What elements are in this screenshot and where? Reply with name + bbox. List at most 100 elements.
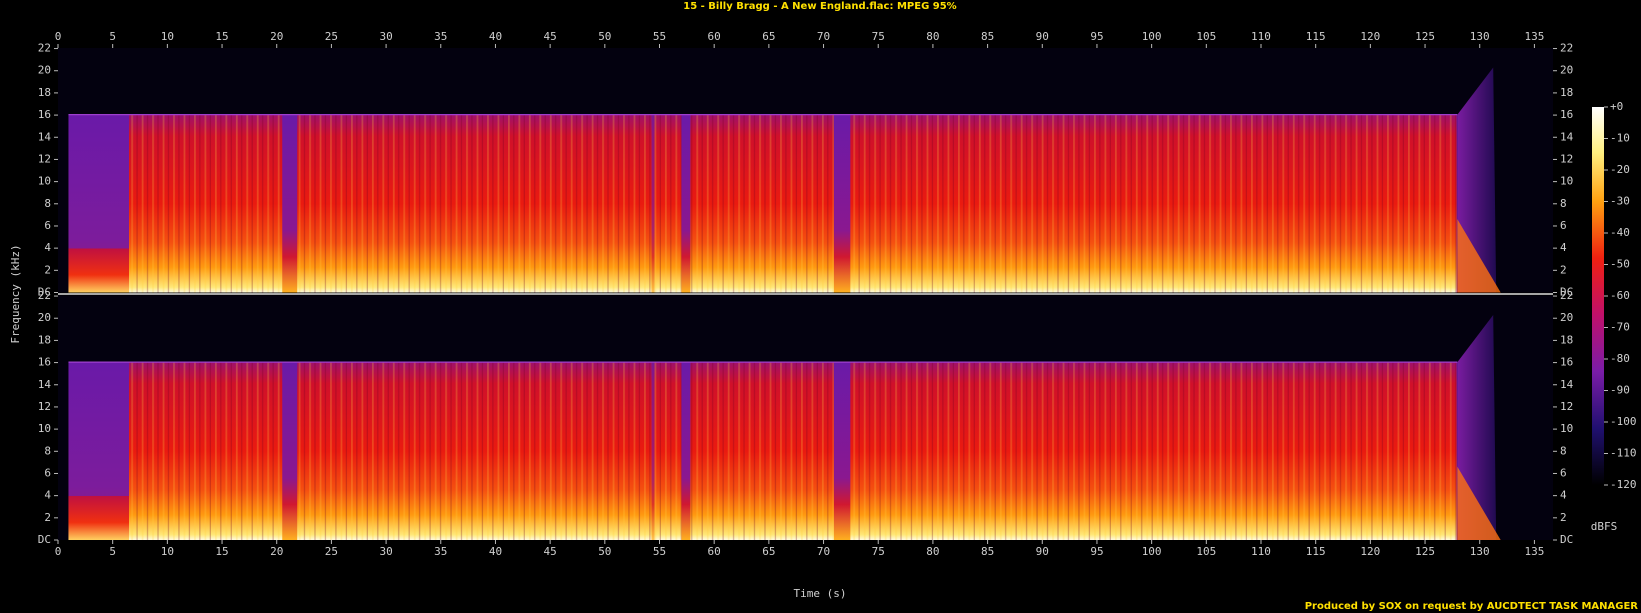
y-tick-label: 16	[38, 108, 51, 121]
y-tick-label: 12	[1560, 152, 1573, 165]
x-tick-label: 5	[109, 30, 116, 43]
x-tick-label: 75	[872, 30, 885, 43]
x-tick-label: 15	[215, 545, 228, 558]
x-tick-label: 0	[55, 30, 62, 43]
y-tick-label: DC	[38, 533, 51, 546]
x-tick-label: 45	[544, 30, 557, 43]
spectrogram-image	[58, 295, 1553, 540]
y-tick-label: 22	[1560, 42, 1573, 55]
x-tick-label: 120	[1360, 545, 1380, 558]
y-tick-label: 12	[38, 400, 51, 413]
x-tick-label: 70	[817, 30, 830, 43]
y-tick-label: 18	[1560, 86, 1573, 99]
y-tick-label: 2	[44, 263, 51, 276]
colorbar-tick-label: -110	[1610, 447, 1637, 460]
y-tick-label: 4	[1560, 489, 1567, 502]
y-tick-label: 2	[1560, 511, 1567, 524]
colorbar-tick-label: -50	[1610, 258, 1630, 271]
y-tick-label: 2	[1560, 263, 1567, 276]
spectrogram-image	[58, 48, 1553, 293]
x-tick-label: 45	[544, 545, 557, 558]
colorbar-tick-label: -40	[1610, 226, 1630, 239]
spectrogram-panel	[58, 48, 1553, 293]
x-tick-label: 65	[762, 545, 775, 558]
y-tick-label: 22	[1560, 289, 1573, 302]
x-tick-label: 130	[1470, 30, 1490, 43]
y-tick-label: 14	[38, 378, 52, 391]
x-tick-label: 30	[379, 30, 392, 43]
y-tick-label: 6	[44, 219, 51, 232]
x-tick-label: 30	[379, 545, 392, 558]
x-tick-label: 55	[653, 545, 666, 558]
y-tick-label: 6	[1560, 466, 1567, 479]
x-tick-label: 15	[215, 30, 228, 43]
colorbar-tick-label: -30	[1610, 195, 1630, 208]
y-tick-label: 2	[44, 511, 51, 524]
x-tick-label: 35	[434, 545, 447, 558]
y-tick-label: 10	[38, 422, 51, 435]
x-tick-label: 25	[325, 545, 338, 558]
y-tick-label: 16	[1560, 356, 1573, 369]
x-tick-label: 125	[1415, 545, 1435, 558]
colorbar-label: dBFS	[1591, 520, 1618, 533]
colorbar-tick-label: -120	[1610, 478, 1637, 491]
x-tick-label: 0	[55, 545, 62, 558]
y-tick-label: 6	[44, 466, 51, 479]
x-tick-label: 70	[817, 545, 830, 558]
x-tick-label: 110	[1251, 30, 1271, 43]
x-tick-label: 130	[1470, 545, 1490, 558]
y-tick-label: 18	[38, 333, 51, 346]
y-tick-label: 22	[38, 289, 51, 302]
colorbar-tick-label: -10	[1610, 132, 1630, 145]
y-tick-label: 10	[1560, 422, 1573, 435]
x-tick-label: 115	[1306, 545, 1326, 558]
x-tick-label: 110	[1251, 545, 1271, 558]
x-tick-label: 50	[598, 30, 611, 43]
y-tick-label: 8	[44, 197, 51, 210]
y-tick-label: 20	[1560, 311, 1573, 324]
x-tick-label: 95	[1090, 30, 1103, 43]
y-tick-label: 16	[38, 356, 51, 369]
x-tick-label: 80	[926, 30, 939, 43]
x-tick-label: 75	[872, 545, 885, 558]
x-tick-label: 25	[325, 30, 338, 43]
x-tick-label: 10	[161, 545, 174, 558]
y-tick-label: 20	[38, 311, 51, 324]
y-tick-label: 10	[1560, 175, 1573, 188]
y-tick-label: 20	[1560, 64, 1573, 77]
x-tick-label: 50	[598, 545, 611, 558]
y-tick-label: 20	[38, 64, 51, 77]
y-tick-label: 12	[38, 152, 51, 165]
colorbar-tick-label: -60	[1610, 289, 1630, 302]
x-tick-label: 115	[1306, 30, 1326, 43]
y-axis-label: Frequency (kHz)	[9, 244, 22, 343]
x-tick-label: 105	[1196, 545, 1216, 558]
x-tick-label: 95	[1090, 545, 1103, 558]
x-tick-label: 85	[981, 545, 994, 558]
x-tick-label: 135	[1524, 30, 1544, 43]
colorbar-tick-label: -90	[1610, 384, 1630, 397]
y-tick-label: 18	[38, 86, 51, 99]
x-tick-label: 60	[708, 30, 721, 43]
x-tick-label: 125	[1415, 30, 1435, 43]
colorbar-tick-label: -100	[1610, 415, 1637, 428]
x-tick-label: 90	[1036, 30, 1049, 43]
x-tick-label: 5	[109, 545, 116, 558]
x-tick-label: 60	[708, 545, 721, 558]
x-tick-label: 120	[1360, 30, 1380, 43]
x-axis-label: Time (s)	[794, 587, 847, 600]
x-tick-label: 40	[489, 545, 502, 558]
y-tick-label: 14	[38, 130, 52, 143]
footer: Produced by SOX on request by AUCDTECT T…	[1305, 601, 1639, 612]
x-tick-label: 100	[1142, 545, 1162, 558]
y-tick-label: 10	[38, 175, 51, 188]
colorbar	[1592, 107, 1604, 485]
x-tick-label: 100	[1142, 30, 1162, 43]
x-tick-label: 80	[926, 545, 939, 558]
y-tick-label: 18	[1560, 333, 1573, 346]
y-tick-label: 14	[1560, 130, 1574, 143]
x-tick-label: 10	[161, 30, 174, 43]
y-tick-label: DC	[1560, 286, 1573, 299]
y-tick-label: 8	[1560, 444, 1567, 457]
x-tick-label: 20	[270, 30, 283, 43]
